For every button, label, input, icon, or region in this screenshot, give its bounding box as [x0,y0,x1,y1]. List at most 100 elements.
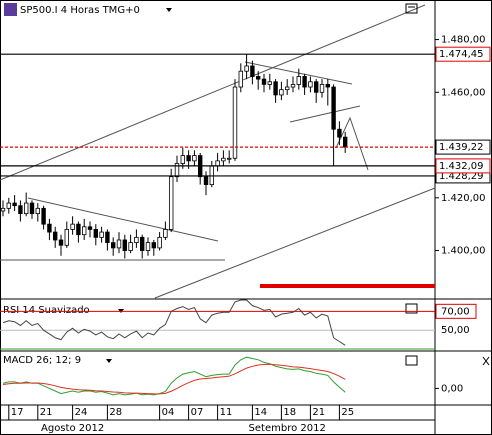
candle-body [35,207,40,215]
candle-body [337,128,342,138]
candle-body [290,83,296,88]
candle-body [23,202,29,215]
candle-body [331,86,336,130]
level-box [435,139,491,155]
candle-body [29,202,35,215]
candle-body [192,155,197,162]
x-tick-label: 17 [11,407,24,418]
y-tick-label: 1.480,00 [441,35,486,46]
candle-body [151,242,156,249]
candle-body [319,83,325,93]
candle-body [18,205,23,215]
candle-body [76,223,81,236]
candle-body [116,239,122,249]
candle-body [105,231,110,244]
window-button[interactable] [405,355,418,366]
candle-body [111,242,116,249]
x-tick-label: 21 [40,407,53,418]
candle-body [203,176,209,186]
candle-body [250,65,255,77]
level-box [435,303,477,319]
candle-body [99,231,104,238]
x-tick-label: 24 [75,407,88,418]
candle-body [255,76,261,80]
candle-body [70,223,75,230]
macd-line [2,356,346,396]
level-label: 1.439,22 [439,142,484,153]
month-label: Setembro 2012 [249,423,326,434]
x-tick-label: 25 [341,407,354,418]
x-tick-label: 04 [162,407,175,418]
candle-body [87,226,93,230]
candle-body [139,236,145,251]
window-button[interactable] [405,3,418,14]
month-label: Agosto 2012 [41,423,104,434]
candle-body [273,81,278,96]
candle-body [157,236,162,249]
y-tick-label: 70,00 [441,306,470,317]
candle-body [244,65,249,72]
candle-body [232,86,238,159]
candle-body [168,176,174,230]
level-box [435,46,491,62]
candle-body [174,163,180,178]
candle-body [226,157,232,160]
candle-body [12,202,17,207]
x-tick-label: 21 [312,407,325,418]
candle-body [93,229,98,238]
candle-body [302,76,307,88]
candle-body [221,157,226,162]
candle-body [134,236,139,244]
candle-body [64,229,69,246]
chart-title: SP500.I 4 Horas TMG+0 [20,5,140,16]
candle-body [163,229,168,238]
candle-body [186,155,191,162]
dropdown-arrow[interactable] [106,359,112,363]
rsi-title: RSI 14 Suavizado [3,305,90,316]
candle-body [267,81,272,85]
window-button[interactable] [405,303,418,314]
level-label: 1.474,45 [439,49,484,60]
candle-body [313,81,319,93]
close-button[interactable] [482,356,490,366]
symbol-icon [4,3,17,16]
candle-body [284,86,290,91]
candle-body [342,136,348,148]
candle-body [0,207,6,212]
y-tick-label: 1.420,00 [441,193,486,204]
candle-body [145,242,151,251]
candle-body [82,226,87,236]
candle-body [6,202,11,209]
x-tick-label: 07 [191,407,204,418]
candle-body [53,231,58,241]
y-tick-label: 1.400,00 [441,246,486,257]
candle-body [261,78,267,85]
dropdown-arrow[interactable] [166,8,172,12]
level-label: 1.432,09 [439,161,484,172]
macd-line [2,363,346,395]
x-tick-label: 18 [283,407,296,418]
level-label: 1.428,29 [439,171,484,182]
candle-body [128,242,133,251]
candle-body [238,70,243,88]
candle-body [308,81,313,88]
y-tick-label: 0,00 [441,383,463,394]
y-tick-label: 50,00 [441,325,470,336]
candle-body [41,207,46,225]
x-tick-label: 14 [254,407,267,418]
y-tick-label: 1.460,00 [441,87,486,98]
macd-title: MACD 26; 12; 9 [3,355,81,366]
rsi-line [2,299,346,346]
x-tick-label: 28 [109,407,122,418]
candle-body [296,76,301,85]
candle-body [58,239,64,246]
candle-body [279,89,284,96]
candle-body [180,155,185,164]
candle-body [47,223,52,233]
level-box [435,158,491,174]
x-tick-label: 11 [220,407,233,418]
candle-body [122,239,127,251]
